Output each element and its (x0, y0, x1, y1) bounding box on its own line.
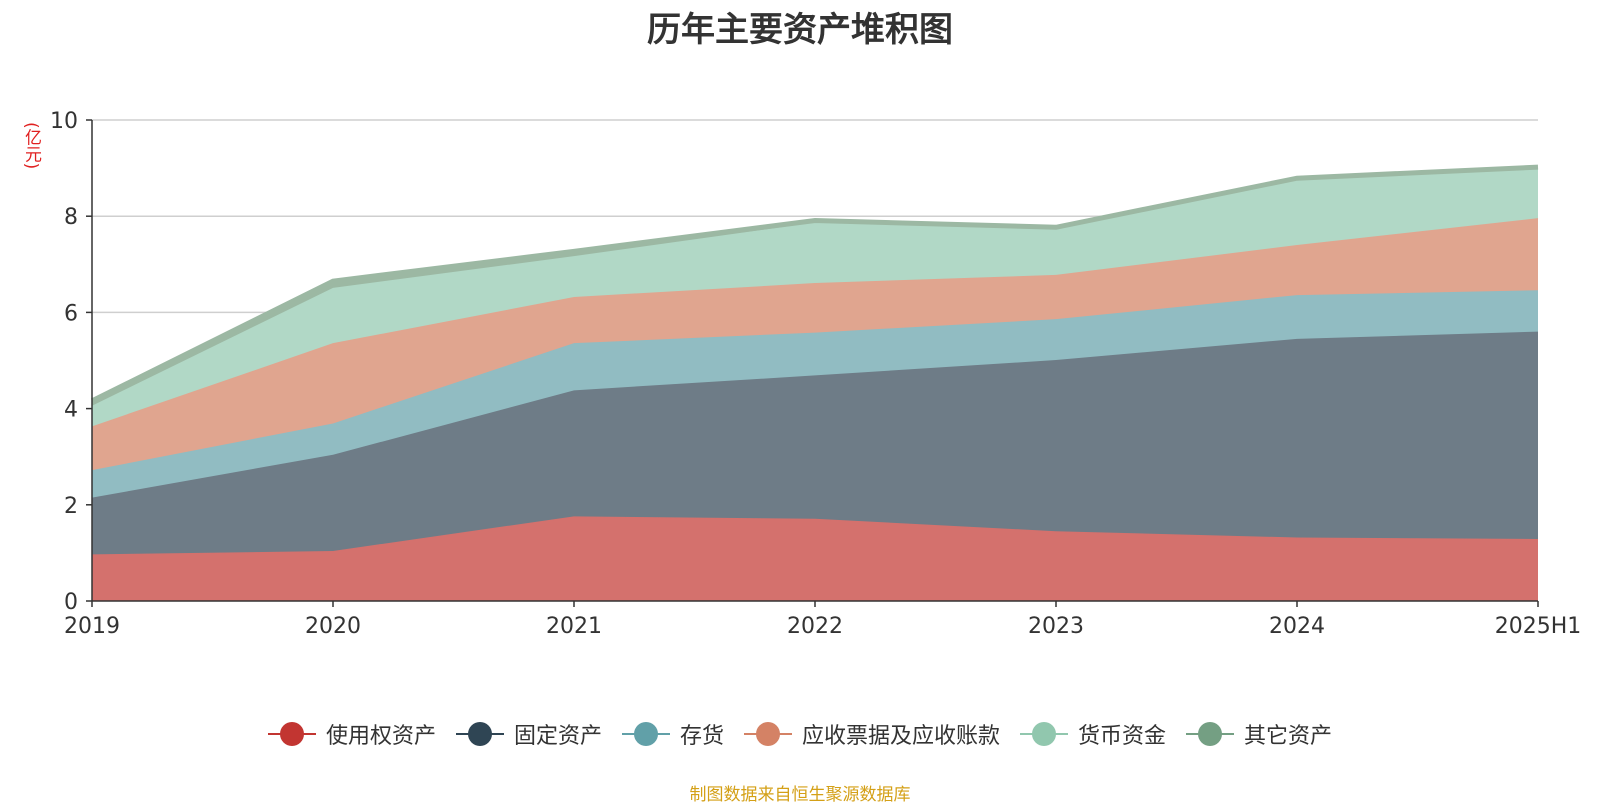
legend-label: 其它资产 (1244, 724, 1333, 749)
x-tick-label: 2021 (546, 614, 602, 639)
area-3 (92, 218, 1538, 471)
area-series (90, 164, 1539, 601)
y-tick-label: 8 (64, 205, 78, 230)
legend-marker-icon (455, 722, 504, 746)
legend-label: 货币资金 (1078, 724, 1167, 749)
y-tick-label: 4 (64, 398, 78, 423)
legend-item-3[interactable]: 应收票据及应收账款 (744, 718, 1000, 750)
area-4 (92, 167, 1538, 427)
legend-marker-icon (621, 722, 670, 746)
legend-marker-icon (1186, 722, 1235, 746)
legend-marker-icon (744, 722, 792, 746)
data-source-note: 制图数据来自恒生聚源数据库 (689, 785, 911, 805)
y-axis-unit-label: (亿元) (21, 122, 41, 170)
legend-item-4[interactable]: 货币资金 (1020, 718, 1166, 750)
legend-label: 固定资产 (513, 724, 602, 749)
y-tick-label: 10 (50, 109, 78, 134)
x-tick-label: 2025H1 (1495, 614, 1582, 639)
area-0 (92, 516, 1538, 601)
y-tick-label: 6 (64, 301, 78, 326)
x-tick-label: 2022 (787, 614, 843, 639)
legend: 使用权资产 固定资产 存货 应收票据及应收账款 货币资金 其它资产 (0, 718, 1600, 750)
x-tick-label: 2020 (305, 614, 361, 639)
tick-labels: 0 2 4 6 8 10 2019 2020 2021 2022 2023 2024 2025H1 (50, 109, 1581, 639)
legend-label: 使用权资产 (325, 724, 436, 749)
legend-label: 应收票据及应收账款 (802, 724, 1001, 749)
axes (86, 119, 1539, 607)
area-edge-5 (90, 164, 1539, 404)
legend-label: 存货 (679, 724, 724, 749)
legend-item-2[interactable]: 存货 (621, 718, 724, 750)
y-tick-label: 0 (64, 590, 78, 615)
chart-title: 历年主要资产堆积图 (647, 10, 953, 50)
legend-marker-icon (267, 722, 316, 746)
area-1 (92, 331, 1538, 555)
area-2 (92, 290, 1538, 498)
legend-item-5[interactable]: 其它资产 (1186, 718, 1332, 750)
y-tick-label: 2 (64, 494, 78, 519)
x-tick-label: 2019 (64, 614, 120, 639)
legend-marker-icon (1020, 722, 1069, 746)
legend-item-0[interactable]: 使用权资产 (267, 718, 436, 750)
x-tick-label: 2023 (1028, 614, 1084, 639)
x-tick-label: 2024 (1269, 614, 1325, 639)
legend-item-1[interactable]: 固定资产 (455, 718, 602, 750)
